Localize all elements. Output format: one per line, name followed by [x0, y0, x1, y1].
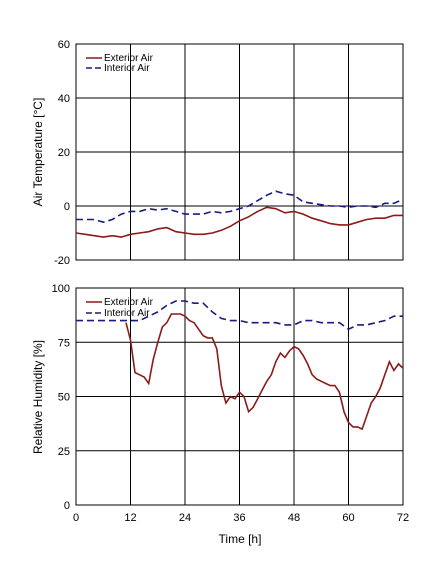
y-tick-label: 100	[52, 283, 70, 295]
temperature-series-group	[76, 190, 403, 238]
y-tick-label: 60	[58, 39, 70, 51]
temperature-series-exterior-air	[76, 206, 403, 238]
legend-label-exterior-air: Exterior Air	[104, 297, 154, 308]
temperature-y-tick-labels: -20 0 20 40 60	[54, 39, 70, 267]
temperature-legend: Exterior Air Interior Air	[86, 53, 154, 74]
x-tick-label: 36	[233, 512, 245, 524]
x-tick-label: 24	[179, 512, 191, 524]
humidity-x-tick-labels: 0 12 24 36 48 60 72	[73, 512, 409, 524]
y-tick-label: -20	[54, 255, 70, 267]
y-tick-label: 50	[58, 392, 70, 404]
legend-label-interior-air: Interior Air	[104, 63, 150, 74]
humidity-series-group	[76, 300, 403, 431]
y-tick-label: 0	[64, 201, 70, 213]
y-tick-label: 75	[58, 337, 70, 349]
humidity-y-axis-label: Relative Humidity [%]	[31, 340, 45, 454]
humidity-series-interior-air	[76, 300, 403, 331]
x-tick-label: 72	[397, 512, 409, 524]
humidity-legend: Exterior Air Interior Air	[86, 297, 154, 319]
legend-label-exterior-air: Exterior Air	[104, 53, 154, 64]
x-axis-label: Time [h]	[219, 532, 262, 546]
temperature-y-axis-label: Air Temperature [°C]	[31, 98, 45, 207]
legend-label-interior-air: Interior Air	[104, 308, 150, 319]
temperature-series-interior-air	[76, 190, 403, 224]
humidity-y-tick-labels: 0 25 50 75 100	[52, 283, 70, 512]
y-tick-label: 25	[58, 446, 70, 458]
y-tick-label: 20	[58, 147, 70, 159]
temperature-chart: -20 0 20 40 60 Air Temperature [°C] Exterior…	[31, 39, 404, 267]
temperature-grid	[76, 44, 403, 260]
x-tick-label: 60	[342, 512, 354, 524]
humidity-chart: 0 25 50 75 100 0 12 24 36 48 60 72 Relative Humidi…	[31, 283, 409, 546]
x-tick-label: 0	[73, 512, 79, 524]
x-tick-label: 12	[124, 512, 136, 524]
x-tick-label: 48	[288, 512, 300, 524]
y-tick-label: 0	[64, 500, 70, 512]
humidity-series-exterior-air	[125, 313, 403, 431]
y-tick-label: 40	[58, 93, 70, 105]
